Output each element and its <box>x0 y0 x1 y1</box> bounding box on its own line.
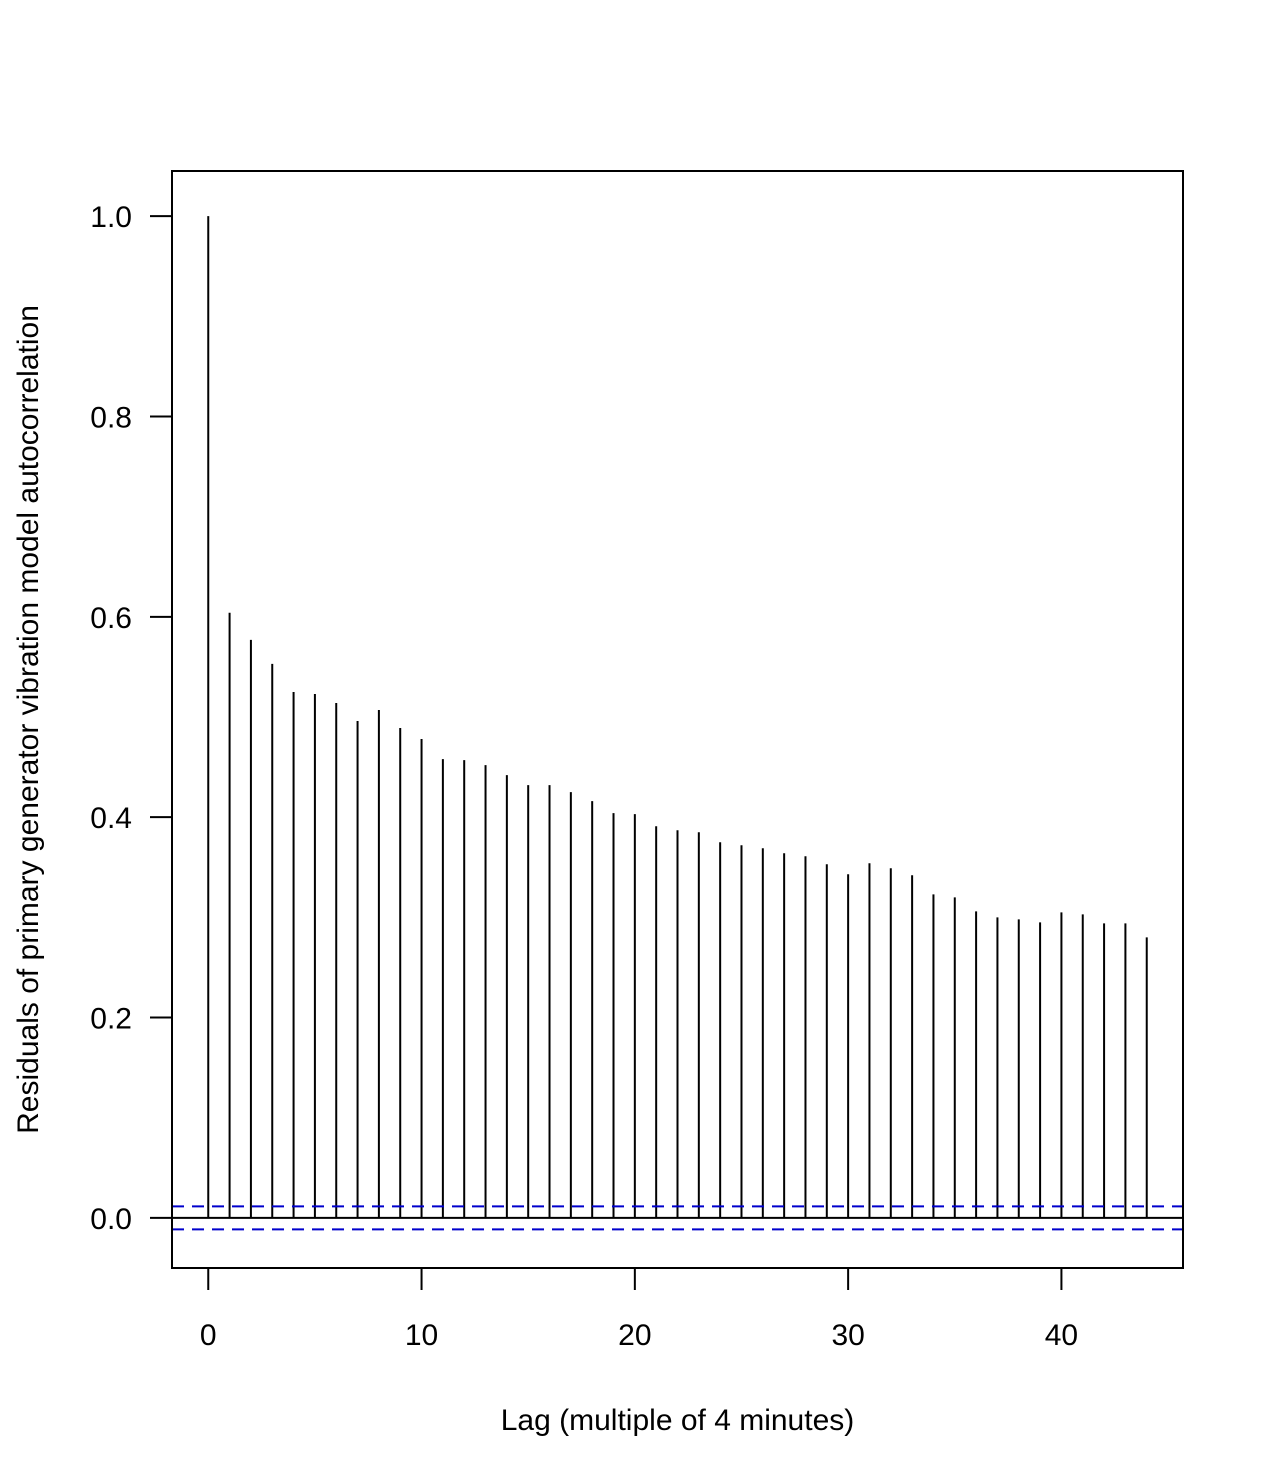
y-tick-label-1.0: 1.0 <box>90 201 132 234</box>
x-tick-label-0: 0 <box>200 1319 217 1352</box>
x-tick-label-30: 30 <box>831 1319 864 1352</box>
x-tick-label-10: 10 <box>405 1319 438 1352</box>
y-tick-label-0.8: 0.8 <box>90 401 132 434</box>
x-axis-title: Lag (multiple of 4 minutes) <box>501 1404 855 1437</box>
axes-layer: 0 10 20 30 40 0.0 0.2 0.4 0.6 0.8 1.0 <box>90 201 1078 1352</box>
y-tick-label-0.4: 0.4 <box>90 802 132 835</box>
x-tick-label-40: 40 <box>1045 1319 1078 1352</box>
y-tick-label-0.6: 0.6 <box>90 602 132 635</box>
plot-frame <box>171 170 1184 1269</box>
y-axis-title: Residuals of primary generator vibration… <box>12 305 45 1134</box>
y-tick-label-0.0: 0.0 <box>90 1203 132 1236</box>
reference-lines-layer <box>172 1205 1183 1231</box>
y-tick-label-0.2: 0.2 <box>90 1003 132 1036</box>
x-tick-label-20: 20 <box>618 1319 651 1352</box>
bars-layer <box>207 216 1148 1218</box>
